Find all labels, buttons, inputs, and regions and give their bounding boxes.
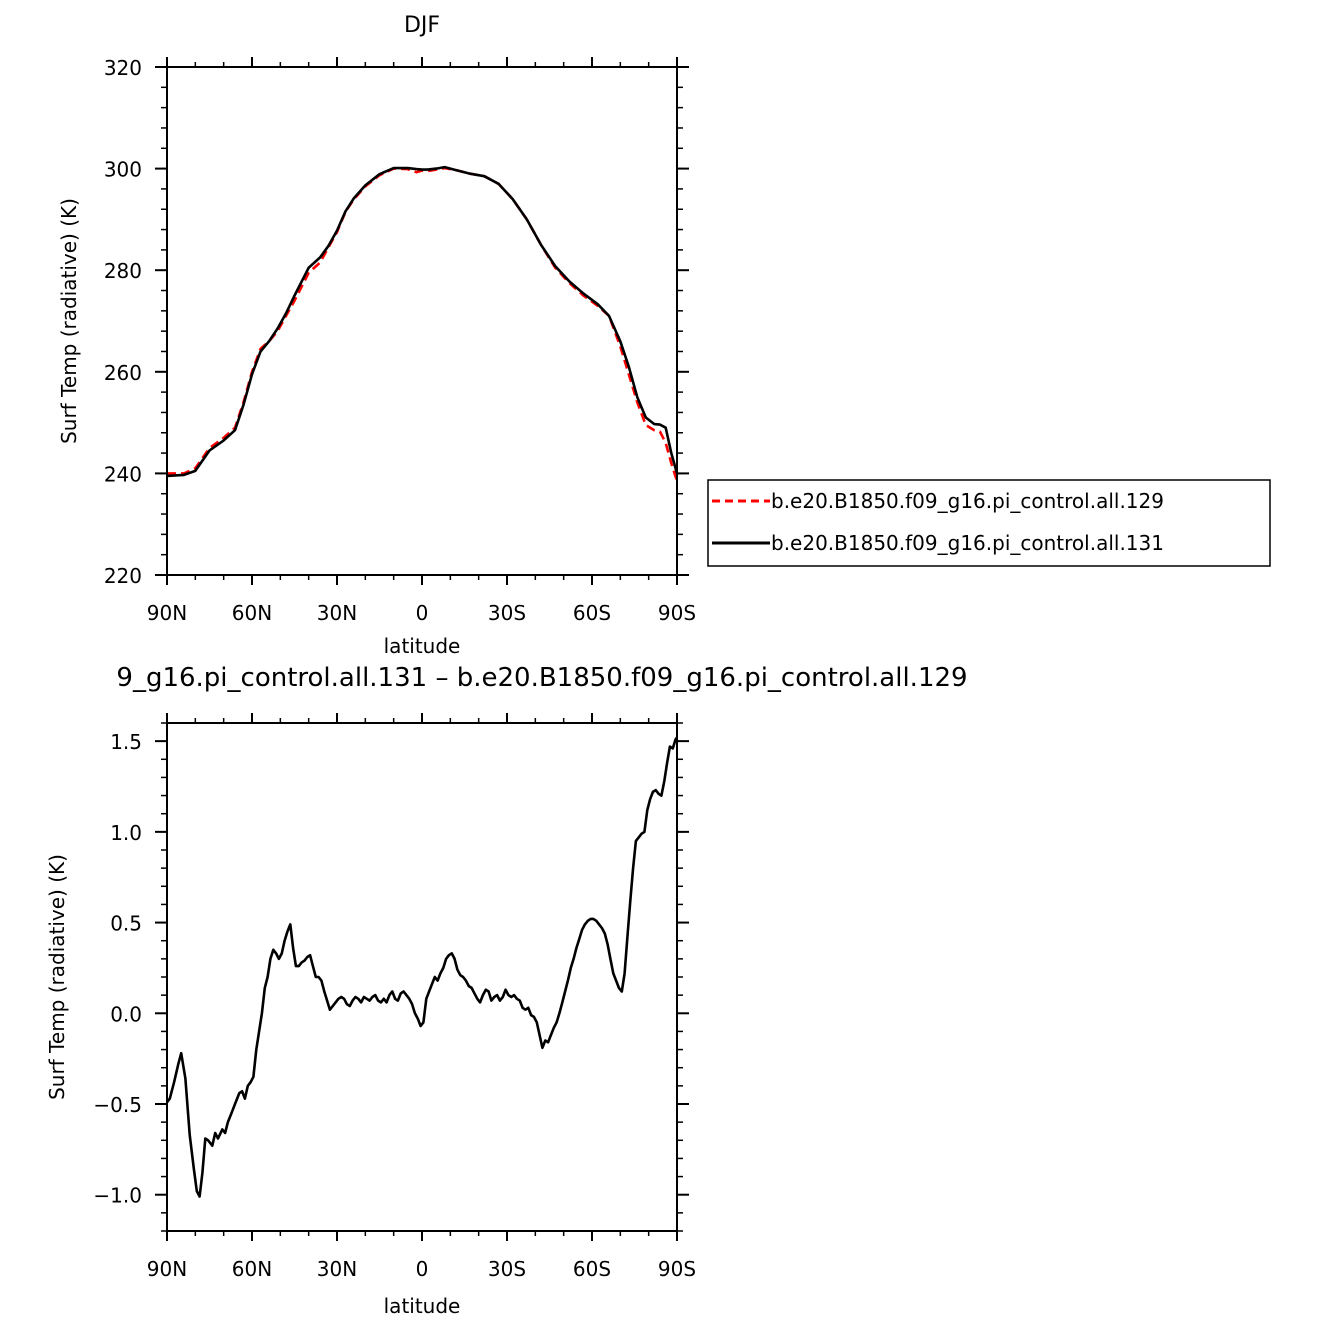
y-tick-label: −1.0 (93, 1184, 142, 1208)
top-plot-frame (166, 66, 678, 576)
bottom-panel: 9_g16.pi_control.all.131 – b.e20.B1850.f… (45, 663, 968, 1318)
bottom-series-lines (165, 736, 679, 1198)
y-tick-label: 0.0 (110, 1002, 142, 1026)
y-tick-label: 260 (104, 361, 142, 385)
top-y-axis-label: Surf Temp (radiative) (K) (57, 198, 81, 444)
series-line-0 (167, 166, 679, 482)
x-tick-label: 90S (658, 601, 696, 625)
x-tick-label: 30N (317, 601, 357, 625)
bottom-plot-frame (166, 722, 678, 1232)
legend: b.e20.B1850.f09_g16.pi_control.all.129 b… (707, 479, 1271, 567)
series-line-0 (165, 736, 679, 1198)
top-ticks: 90N 60N 30N 0 30S 60S 90S 220 240 260 280 300 320 (104, 56, 696, 625)
x-tick-label: 90S (658, 1257, 696, 1281)
x-tick-label: 60S (573, 601, 611, 625)
series-line-1 (166, 165, 679, 478)
y-tick-label: 280 (104, 259, 142, 283)
y-tick-label: 1.0 (110, 821, 142, 845)
top-series-lines (166, 165, 679, 482)
x-tick-label: 0 (416, 1257, 429, 1281)
y-tick-label: 240 (104, 462, 142, 486)
legend-label-131: b.e20.B1850.f09_g16.pi_control.all.131 (771, 531, 1164, 555)
bottom-y-axis-label: Surf Temp (radiative) (K) (45, 854, 69, 1100)
x-tick-label: 90N (147, 601, 187, 625)
x-tick-label: 30S (488, 1257, 526, 1281)
y-tick-label: −0.5 (93, 1093, 142, 1117)
legend-label-129: b.e20.B1850.f09_g16.pi_control.all.129 (771, 489, 1164, 513)
y-tick-label: 1.5 (110, 730, 142, 754)
top-x-axis-label: latitude (384, 634, 461, 658)
y-tick-label: 300 (104, 158, 142, 182)
x-tick-label: 60S (573, 1257, 611, 1281)
bottom-x-axis-label: latitude (384, 1294, 461, 1318)
bottom-ticks: 90N 60N 30N 0 30S 60S 90S −1.0 −0.5 0.0 0.5 1.0 1.5 (93, 713, 696, 1281)
x-tick-label: 60N (232, 601, 272, 625)
x-tick-label: 0 (416, 601, 429, 625)
legend-box (707, 479, 1271, 567)
x-tick-label: 30S (488, 601, 526, 625)
x-tick-label: 30N (317, 1257, 357, 1281)
y-tick-label: 320 (104, 56, 142, 80)
x-tick-label: 90N (147, 1257, 187, 1281)
y-tick-label: 220 (104, 564, 142, 588)
top-chart-title: DJF (404, 13, 440, 38)
top-panel: DJF Surf Temp (radiative) (K) latitude 9… (57, 13, 696, 658)
y-tick-label: 0.5 (110, 912, 142, 936)
x-tick-label: 60N (232, 1257, 272, 1281)
bottom-chart-title: 9_g16.pi_control.all.131 – b.e20.B1850.f… (116, 663, 967, 693)
